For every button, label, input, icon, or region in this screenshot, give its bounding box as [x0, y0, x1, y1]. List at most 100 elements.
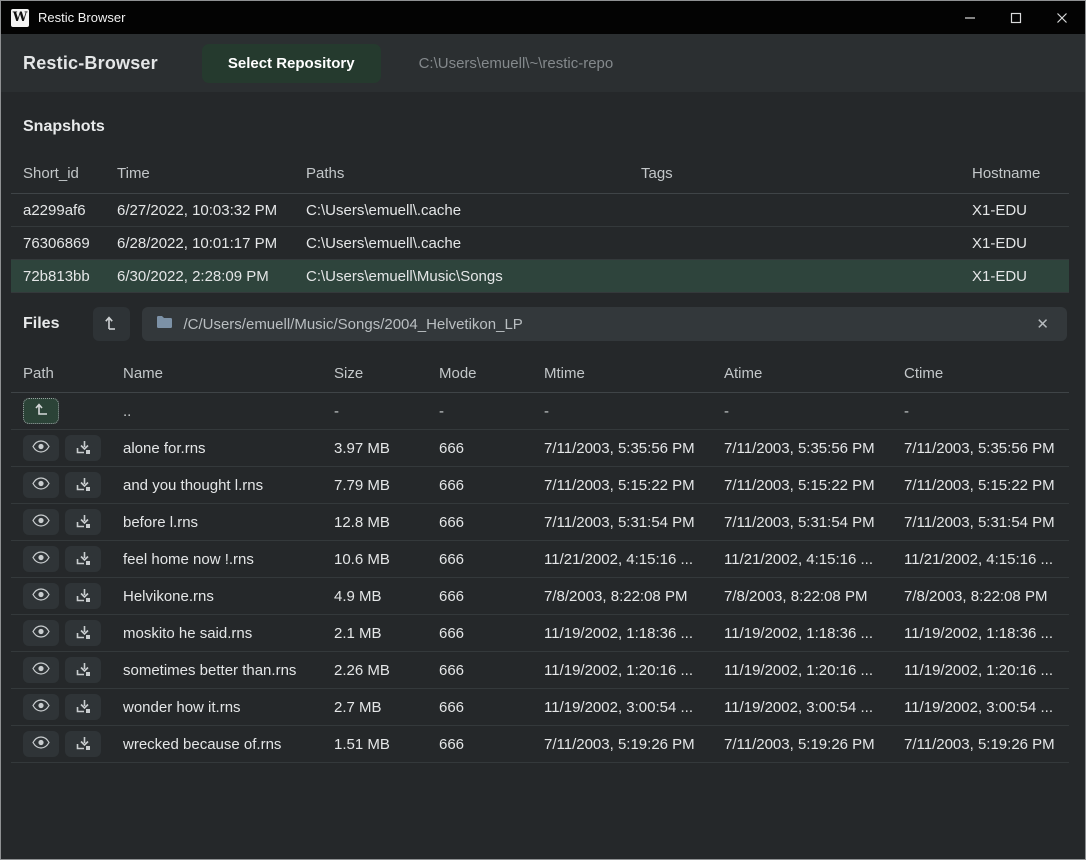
snapshot-short-id: 72b813bb	[23, 267, 90, 285]
preview-file-button[interactable]	[23, 435, 59, 461]
repository-path: C:\Users\emuell\~\restic-repo	[418, 54, 614, 72]
col-ctime: Ctime	[904, 365, 944, 382]
files-table: Path Name Size Mode Mtime Atime Ctime ..…	[11, 355, 1069, 763]
file-mtime: 11/19/2002, 1:18:36 ...	[544, 624, 694, 642]
file-row: wonder how it.rns 2.7 MB 666 11/19/2002,…	[11, 689, 1069, 726]
file-atime: 7/8/2003, 8:22:08 PM	[724, 587, 868, 605]
snapshot-hostname: X1-EDU	[972, 267, 1028, 285]
minimize-button[interactable]	[947, 1, 993, 34]
file-size: -	[334, 402, 339, 420]
col-mtime: Mtime	[544, 365, 585, 382]
snapshot-hostname: X1-EDU	[972, 234, 1028, 252]
download-file-button[interactable]	[65, 657, 101, 683]
preview-file-button[interactable]	[23, 509, 59, 535]
select-repository-button[interactable]: Select Repository	[201, 43, 381, 83]
eye-icon	[32, 477, 50, 493]
file-mode: -	[439, 402, 444, 420]
preview-file-button[interactable]	[23, 657, 59, 683]
col-paths: Paths	[306, 165, 345, 182]
col-hostname: Hostname	[972, 165, 1041, 182]
preview-file-button[interactable]	[23, 472, 59, 498]
snapshot-row-selected[interactable]: 72b813bb 6/30/2022, 2:28:09 PM C:\Users\…	[11, 260, 1069, 293]
titlebar: W Restic Browser	[1, 1, 1085, 34]
file-mtime: -	[544, 402, 549, 420]
snapshot-time: 6/28/2022, 10:01:17 PM	[117, 234, 278, 252]
file-ctime: 7/11/2003, 5:15:22 PM	[904, 476, 1055, 494]
file-name: wrecked because of.rns	[123, 735, 282, 753]
file-name: moskito he said.rns	[123, 624, 253, 642]
download-file-button[interactable]	[65, 509, 101, 535]
file-size: 3.97 MB	[334, 439, 390, 457]
snapshot-row[interactable]: a2299af6 6/27/2022, 10:03:32 PM C:\Users…	[11, 194, 1069, 227]
file-size: 2.7 MB	[334, 698, 382, 716]
snapshot-paths: C:\Users\emuell\.cache	[306, 201, 462, 219]
download-file-button[interactable]	[65, 583, 101, 609]
download-icon	[76, 551, 91, 568]
file-ctime: 7/11/2003, 5:35:56 PM	[904, 439, 1055, 457]
go-parent-directory-button[interactable]	[23, 398, 59, 424]
snapshot-paths: C:\Users\emuell\Music\Songs	[306, 267, 503, 285]
col-size: Size	[334, 365, 364, 382]
snapshots-heading: Snapshots	[23, 118, 105, 135]
file-atime: -	[724, 402, 729, 420]
file-ctime: 11/19/2002, 1:18:36 ...	[904, 624, 1054, 642]
file-ctime: 7/11/2003, 5:31:54 PM	[904, 513, 1055, 531]
snapshot-paths: C:\Users\emuell\.cache	[306, 234, 462, 252]
eye-icon	[32, 736, 50, 752]
snapshot-hostname: X1-EDU	[972, 201, 1028, 219]
close-icon	[1056, 12, 1068, 24]
file-row: moskito he said.rns 2.1 MB 666 11/19/200…	[11, 615, 1069, 652]
file-row: feel home now !.rns 10.6 MB 666 11/21/20…	[11, 541, 1069, 578]
current-path-input[interactable]: /C/Users/emuell/Music/Songs/2004_Helveti…	[142, 307, 1067, 341]
folder-icon	[156, 315, 173, 334]
file-ctime: -	[904, 402, 909, 420]
download-file-button[interactable]	[65, 731, 101, 757]
download-file-button[interactable]	[65, 620, 101, 646]
preview-file-button[interactable]	[23, 731, 59, 757]
preview-file-button[interactable]	[23, 546, 59, 572]
up-directory-button[interactable]	[93, 307, 131, 341]
download-icon	[76, 699, 91, 716]
file-atime: 11/19/2002, 3:00:54 ...	[724, 698, 874, 716]
download-file-button[interactable]	[65, 435, 101, 461]
close-button[interactable]	[1039, 1, 1085, 34]
download-icon	[76, 625, 91, 642]
preview-file-button[interactable]	[23, 694, 59, 720]
snapshot-row[interactable]: 76306869 6/28/2022, 10:01:17 PM C:\Users…	[11, 227, 1069, 260]
file-row: sometimes better than.rns 2.26 MB 666 11…	[11, 652, 1069, 689]
file-mode: 666	[439, 661, 465, 679]
file-mtime: 7/8/2003, 8:22:08 PM	[544, 587, 688, 605]
file-mtime: 11/19/2002, 1:20:16 ...	[544, 661, 694, 679]
download-file-button[interactable]	[65, 472, 101, 498]
clear-path-button[interactable]: ✕	[1032, 313, 1053, 335]
file-name: before l.rns	[123, 513, 199, 531]
file-ctime: 11/19/2002, 1:20:16 ...	[904, 661, 1054, 679]
files-table-header: Path Name Size Mode Mtime Atime Ctime	[11, 355, 1069, 393]
col-tags: Tags	[641, 165, 673, 182]
preview-file-button[interactable]	[23, 583, 59, 609]
file-name: ..	[123, 402, 132, 420]
download-file-button[interactable]	[65, 546, 101, 572]
file-mtime: 7/11/2003, 5:19:26 PM	[544, 735, 695, 753]
col-short-id: Short_id	[23, 165, 79, 182]
parent-directory-row: .. - - - - -	[11, 393, 1069, 430]
eye-icon	[32, 625, 50, 641]
preview-file-button[interactable]	[23, 620, 59, 646]
file-mtime: 7/11/2003, 5:35:56 PM	[544, 439, 695, 457]
file-mtime: 7/11/2003, 5:31:54 PM	[544, 513, 695, 531]
file-name: feel home now !.rns	[123, 550, 254, 568]
file-size: 7.79 MB	[334, 476, 390, 494]
file-atime: 11/19/2002, 1:18:36 ...	[724, 624, 874, 642]
download-icon	[76, 736, 91, 753]
eye-icon	[32, 588, 50, 604]
minimize-icon	[964, 12, 976, 24]
file-mtime: 11/19/2002, 3:00:54 ...	[544, 698, 694, 716]
download-file-button[interactable]	[65, 694, 101, 720]
app-header: Restic-Browser Select Repository C:\User…	[1, 34, 1085, 92]
file-row: Helvikone.rns 4.9 MB 666 7/8/2003, 8:22:…	[11, 578, 1069, 615]
files-toolbar: Files /C/Users/emuell/Music/Songs/2004_H…	[23, 307, 1067, 341]
maximize-button[interactable]	[993, 1, 1039, 34]
download-icon	[76, 440, 91, 457]
files-heading: Files	[23, 315, 60, 332]
